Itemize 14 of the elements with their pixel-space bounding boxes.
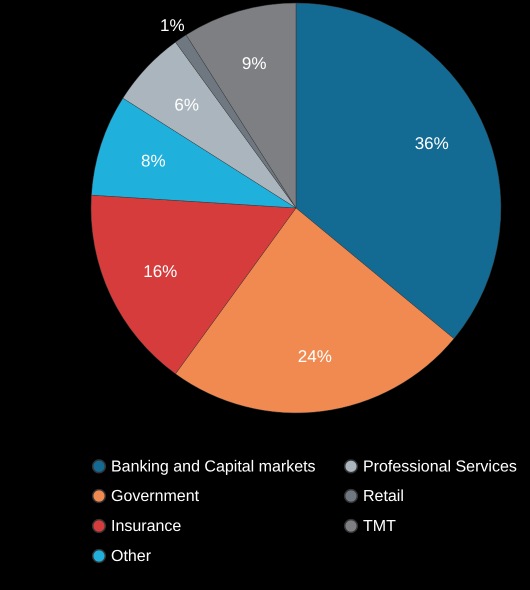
legend-label: Professional Services [363, 458, 517, 476]
data-label: 6% [174, 95, 199, 114]
data-label: 36% [414, 134, 449, 154]
data-label: 1% [160, 16, 185, 36]
legend-label: Banking and Capital markets [111, 458, 316, 476]
legend-label: Other [111, 548, 152, 565]
legend-label: Government [111, 488, 200, 505]
legend-label: Retail [363, 488, 404, 505]
data-label: 16% [143, 262, 178, 281]
legend-label: TMT [363, 518, 396, 535]
legend-label: Insurance [111, 518, 182, 535]
data-label: 9% [242, 54, 266, 73]
data-label: 8% [141, 152, 166, 171]
data-label: 24% [298, 346, 332, 366]
